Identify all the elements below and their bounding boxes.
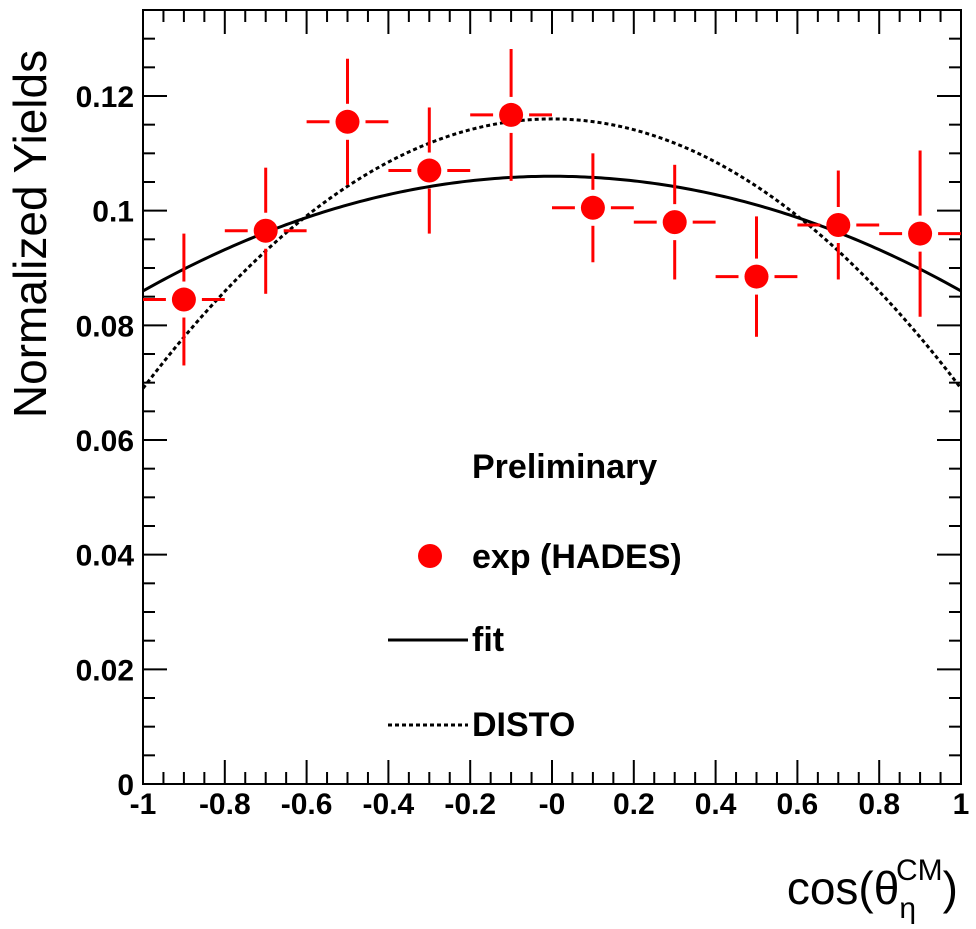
data-point <box>253 218 278 243</box>
x-tick-label: -0.4 <box>363 788 415 821</box>
x-tick-label: -1 <box>130 788 157 821</box>
y-tick-labels: 0 0.02 0.04 0.06 0.08 0.1 0.12 <box>76 81 135 802</box>
legend-label-fit: fit <box>472 621 504 659</box>
data-point <box>908 221 933 246</box>
data-point <box>662 210 687 235</box>
x-tick-label: 0.8 <box>858 788 900 821</box>
data-point <box>499 102 524 127</box>
x-tick-labels: -1 -0.8 -0.6 -0.4 -0.2 -0 0.2 0.4 0.6 0.8 1 <box>130 788 970 821</box>
data-point <box>417 158 442 183</box>
x-axis-title-close: ) <box>943 862 958 914</box>
y-tick-label: 0.02 <box>76 654 134 687</box>
y-tick-label: 0.06 <box>76 425 134 458</box>
y-tick-label: 0.1 <box>92 196 134 229</box>
x-tick-label: 0.4 <box>695 788 737 821</box>
x-axis-title-sup: CM <box>896 854 943 887</box>
data-point <box>744 264 769 289</box>
x-axis-title-sub: η <box>899 892 916 925</box>
x-tick-label: 0.2 <box>613 788 655 821</box>
data-points <box>143 48 961 366</box>
x-axis-title-main: cos(θ <box>787 862 899 914</box>
x-tick-label: 0.6 <box>777 788 819 821</box>
data-point <box>580 195 605 220</box>
legend-label-disto: DISTO <box>472 706 575 744</box>
y-tick-label: 0 <box>117 769 134 802</box>
y-tick-label: 0.08 <box>76 310 134 343</box>
axis-ticks <box>142 9 962 785</box>
legend-label-exp: exp (HADES) <box>472 538 682 576</box>
x-tick-label: -0.8 <box>199 788 251 821</box>
x-tick-label: -0.2 <box>444 788 496 821</box>
y-axis-title: Normalized Yields <box>4 50 56 418</box>
legend: exp (HADES) fit DISTO <box>388 538 682 744</box>
plot-frame <box>142 9 962 785</box>
y-tick-label: 0.04 <box>76 540 135 573</box>
y-tick-label: 0.12 <box>76 81 134 114</box>
disto-curve <box>141 117 963 390</box>
x-tick-label: 1 <box>953 788 970 821</box>
data-point <box>335 109 360 134</box>
data-point <box>171 287 196 312</box>
data-point <box>826 213 851 237</box>
x-tick-label: -0 <box>539 788 566 821</box>
curves <box>141 117 963 390</box>
preliminary-label: Preliminary <box>472 448 657 486</box>
fit-curve <box>142 174 962 293</box>
legend-marker-exp <box>418 544 442 568</box>
x-axis-title: cos(θη CM) <box>787 854 958 925</box>
x-tick-label: -0.6 <box>281 788 333 821</box>
